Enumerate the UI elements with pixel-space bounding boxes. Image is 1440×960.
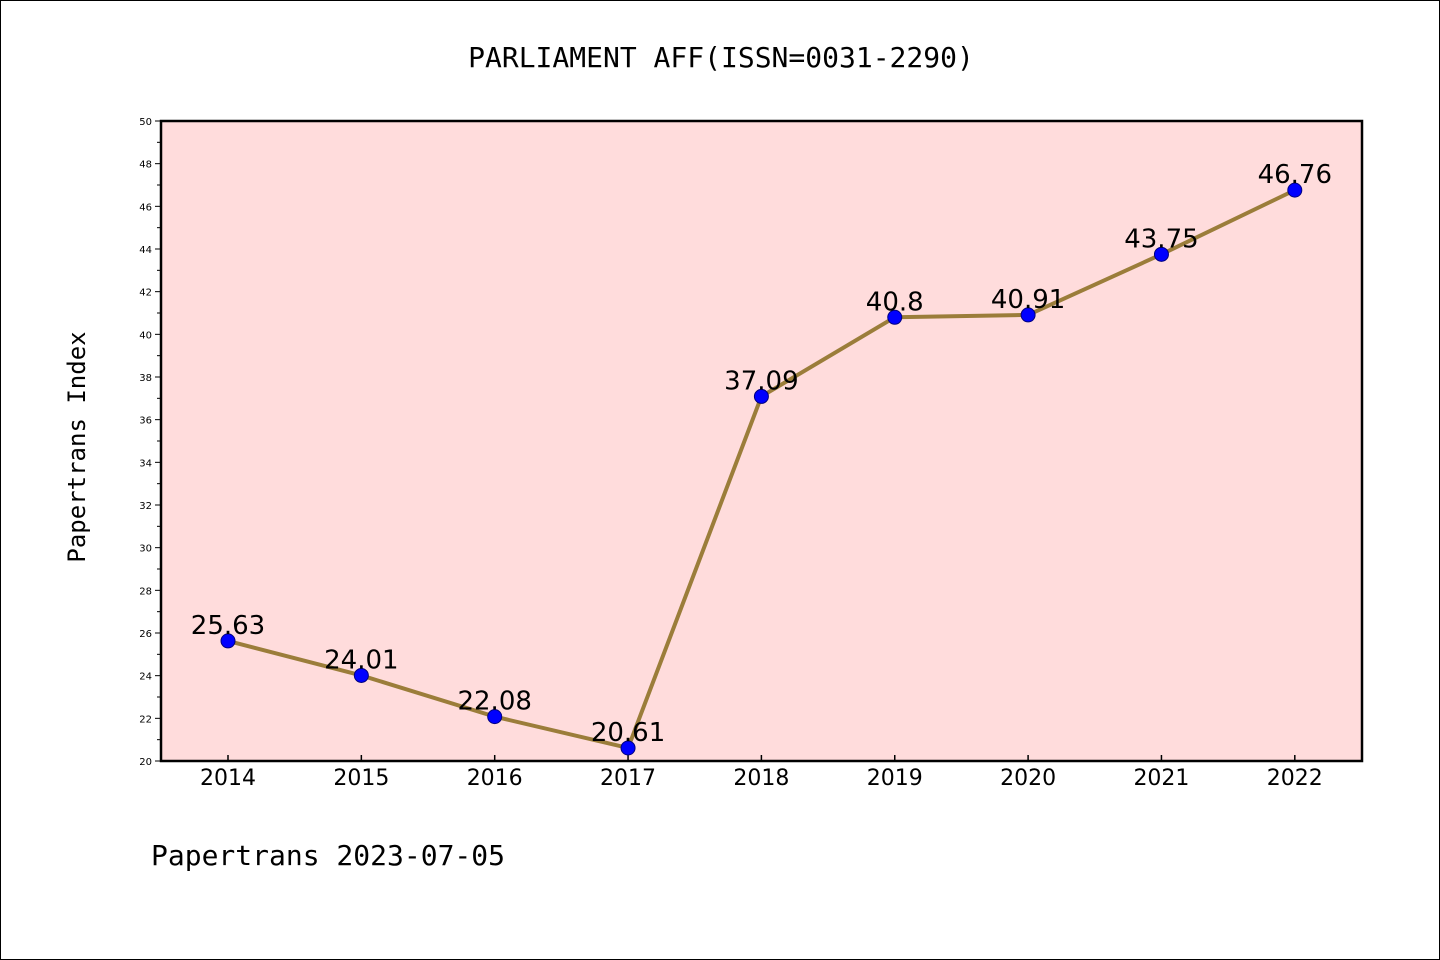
y-tick-label: 40 [139,330,152,341]
data-point [1020,307,1036,323]
y-tick-label: 34 [139,458,152,469]
data-label: 46.76 [1258,160,1332,190]
data-label: 20.61 [591,718,665,748]
x-tick-label: 2015 [333,766,389,791]
data-point [487,709,503,725]
x-tick-label: 2016 [467,766,523,791]
y-tick-label: 28 [139,586,152,597]
x-tick-label: 2017 [600,766,656,791]
y-axis-label: Papertrans Index [63,331,91,562]
data-point [620,740,636,756]
y-tick-label: 36 [139,416,152,427]
y-tick-label: 42 [139,288,152,299]
data-point [1153,246,1169,262]
plot-frame [159,119,1364,763]
data-label: 43.75 [1124,224,1198,254]
y-axis-ticks: 20 22 24 26 28 30 32 34 36 38 40 42 44 46 48 50 [139,117,161,768]
data-label: 22.08 [457,687,531,717]
data-point [887,309,903,325]
data-label: 40.8 [866,287,924,317]
plot-area [161,121,1362,761]
data-labels-group: 25.63 24.01 22.08 20.61 37.09 40.8 40.91 43.75 4… [191,160,1332,748]
y-tick-label: 48 [139,160,152,171]
data-label: 37.09 [724,366,798,396]
data-point [753,388,769,404]
y-tick-label: 50 [139,117,152,128]
chart-footer: Papertrans 2023-07-05 [151,839,505,872]
data-point [353,667,369,683]
y-tick-label: 20 [139,757,152,768]
series-group [220,182,1303,756]
y-tick-label: 26 [139,629,152,640]
chart-title: PARLIAMENT AFF(ISSN=0031-2290) [468,41,974,74]
data-point [1287,182,1303,198]
y-tick-label: 46 [139,202,152,213]
y-tick-label: 30 [139,544,152,555]
y-tick-label: 44 [139,245,152,256]
data-label: 40.91 [991,285,1065,315]
x-tick-label: 2020 [1000,766,1056,791]
x-tick-label: 2022 [1267,766,1323,791]
x-tick-label: 2021 [1133,766,1189,791]
y-axis-label-group: Papertrans Index [63,331,91,562]
y-tick-label: 38 [139,373,152,384]
x-axis-ticks: 2014 2015 2016 2017 2018 2019 2020 2021 2022 [200,755,1323,791]
x-tick-label: 2014 [200,766,256,791]
y-tick-label: 24 [139,672,152,683]
x-tick-label: 2019 [867,766,923,791]
y-tick-label: 22 [139,714,152,725]
data-label: 25.63 [191,611,265,641]
y-tick-label: 32 [139,501,152,512]
data-point [220,633,236,649]
x-tick-label: 2018 [733,766,789,791]
data-label: 24.01 [324,645,398,675]
